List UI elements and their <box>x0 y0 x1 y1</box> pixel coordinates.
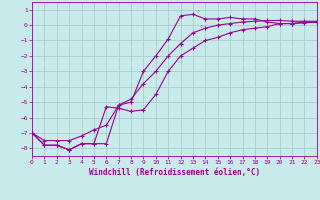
X-axis label: Windchill (Refroidissement éolien,°C): Windchill (Refroidissement éolien,°C) <box>89 168 260 177</box>
